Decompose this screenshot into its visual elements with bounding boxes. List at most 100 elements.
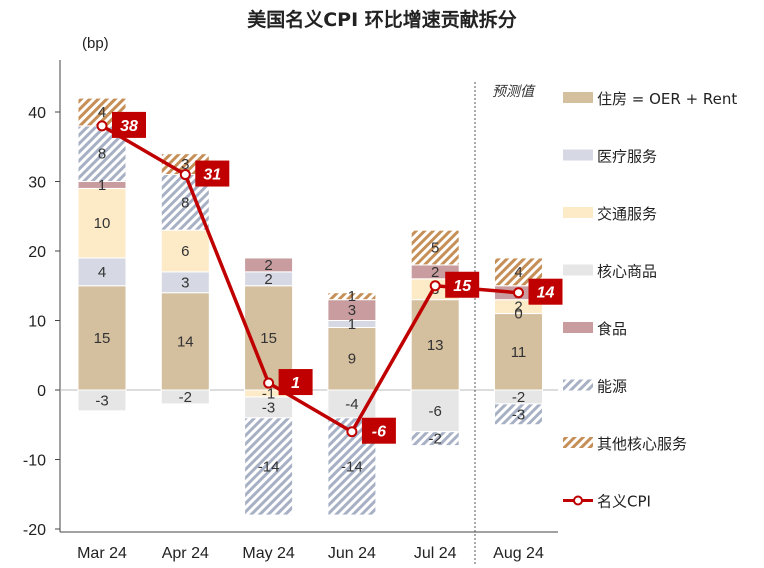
x-tick-label: Apr 24 xyxy=(162,545,209,562)
x-tick-label: Aug 24 xyxy=(493,545,544,562)
segment-value-label: -3 xyxy=(512,406,525,423)
segment-value-label: 2 xyxy=(431,264,439,281)
bar-segment xyxy=(77,257,127,287)
segment-value-label: 15 xyxy=(260,330,277,347)
cpi-value-label: 31 xyxy=(203,167,221,184)
cpi-point xyxy=(96,120,108,132)
segment-value-label: 2 xyxy=(514,299,522,316)
legend-label: 能源 xyxy=(597,378,627,396)
bar-segment xyxy=(410,431,460,447)
x-tick-label: May 24 xyxy=(242,545,295,562)
y-tick-label: 20 xyxy=(28,244,46,261)
bar-segment xyxy=(410,389,460,433)
bar-segment xyxy=(494,313,543,391)
segment-value-label: 8 xyxy=(181,194,189,211)
cpi-value-label: 1 xyxy=(291,375,300,392)
chart-title: 美国名义CPI 环比增速贡献拆分 xyxy=(247,8,517,31)
x-tick-label: Jun 24 xyxy=(328,545,376,562)
segment-value-label: 2 xyxy=(264,271,272,288)
segment-value-label: -4 xyxy=(345,396,358,413)
segment-value-label: -3 xyxy=(262,399,275,416)
segment-value-label: 4 xyxy=(98,104,106,121)
legend-label: 食品 xyxy=(597,320,627,338)
legend-label: 医疗服务 xyxy=(597,148,657,166)
segment-value-label: 1 xyxy=(348,288,356,305)
bar-segment xyxy=(77,285,127,391)
segment-value-label: 2 xyxy=(264,257,272,274)
segment-value-label: 5 xyxy=(431,240,439,257)
segment-value-label: 9 xyxy=(348,351,356,368)
segment-value-label: 4 xyxy=(514,264,522,281)
cpi-label-box xyxy=(361,417,396,444)
x-tick-label: Mar 24 xyxy=(77,545,127,562)
bar-segment xyxy=(77,187,127,259)
bar-segment xyxy=(410,229,460,266)
legend-swatch xyxy=(563,437,593,448)
segment-value-label: 1 xyxy=(98,177,106,194)
y-tick-label: 40 xyxy=(28,105,46,122)
cpi-value-label: 15 xyxy=(453,278,472,295)
segment-value-label: -14 xyxy=(258,458,280,475)
legend-label: 核心商品 xyxy=(597,263,657,281)
unit-label: (bp) xyxy=(82,35,109,52)
cpi-value-label: 38 xyxy=(120,118,138,135)
segment-value-label: -2 xyxy=(179,389,192,406)
segment-value-label: -2 xyxy=(512,389,525,406)
segment-value-label: 1 xyxy=(348,316,356,333)
bars xyxy=(77,97,543,516)
cpi-label-box xyxy=(278,369,313,396)
segment-value-label: 11 xyxy=(511,344,527,361)
legend-swatch xyxy=(563,149,593,161)
cpi-point xyxy=(263,377,275,389)
legend-swatch xyxy=(563,322,593,333)
segment-value-label: -1 xyxy=(262,385,275,402)
x-tick-label: Jul 24 xyxy=(414,545,457,562)
bar-segment xyxy=(160,389,210,405)
y-tick-label: 0 xyxy=(37,383,46,400)
cpi-point xyxy=(513,287,524,299)
segment-value-label: 3 xyxy=(181,156,189,173)
segment-value-label: 3 xyxy=(348,302,356,319)
legend-label: 其他核心服务 xyxy=(597,435,687,453)
segment-value-label: 8 xyxy=(98,146,106,163)
bar-segment xyxy=(244,257,294,273)
legend-swatch xyxy=(563,379,593,391)
bar-segment xyxy=(327,292,377,301)
y-tick-label: 10 xyxy=(28,314,46,331)
cpi-label-box xyxy=(195,160,230,187)
legend-label: 住房 = OER + Rent xyxy=(597,90,737,108)
legend-label: 名义CPI xyxy=(597,493,651,511)
legend-swatch xyxy=(563,92,593,103)
legend-swatch xyxy=(563,264,593,276)
legend-swatch xyxy=(563,207,593,218)
cpi-point xyxy=(346,426,358,438)
segment-value-label: -3 xyxy=(95,392,108,409)
y-tick-label: -10 xyxy=(23,453,46,470)
segment-value-label: 13 xyxy=(427,337,444,354)
bar-segment xyxy=(160,292,210,391)
segment-value-label: 10 xyxy=(94,215,111,232)
segment-value-label: 3 xyxy=(181,274,189,291)
y-tick-label: -20 xyxy=(23,522,46,539)
legend-label: 交通服务 xyxy=(597,205,657,223)
bar-segment xyxy=(77,389,127,412)
cpi-label-box xyxy=(112,111,146,138)
segment-value-label: -6 xyxy=(429,403,442,420)
segment-value-label: 0 xyxy=(514,306,522,323)
segment-value-label: -2 xyxy=(429,431,442,448)
cpi-value-label: 14 xyxy=(537,285,555,302)
forecast-label: 预测值 xyxy=(492,84,536,100)
segment-value-label: 4 xyxy=(98,264,106,281)
segment-value-label: 15 xyxy=(94,330,111,347)
legend: 住房 = OER + Rent 医疗服务交通服务核心商品食品能源其他核心服务名义C… xyxy=(563,90,737,511)
cpi-label-box xyxy=(445,271,480,298)
cpi-point xyxy=(429,280,441,292)
cpi-label-box xyxy=(528,278,563,305)
segment-value-label: 6 xyxy=(181,243,189,260)
segment-value-label: -14 xyxy=(341,458,363,475)
bar-segment xyxy=(160,229,210,273)
bar-segment xyxy=(494,403,543,426)
